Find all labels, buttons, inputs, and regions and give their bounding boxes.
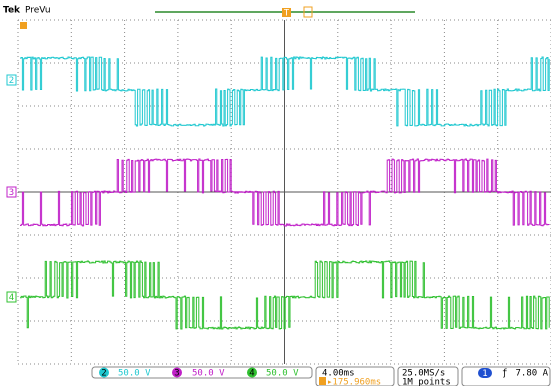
trigger-source: 1	[482, 369, 487, 379]
trigger-marker-label: T	[284, 9, 290, 19]
horizontal-position[interactable]: ▸175.960ms	[327, 378, 381, 386]
channel-scale: 50.0 V	[118, 369, 151, 379]
acquisition-mode: PreVu	[25, 6, 51, 16]
oscilloscope-screen: Tek PreVu T 2 3 4 2 50.0 V 3 50.0 V 4 50…	[0, 0, 551, 386]
channel-number: 4	[249, 369, 254, 379]
record-length: 1M points	[402, 378, 451, 386]
trigger-level[interactable]: 7.80 A	[515, 369, 548, 379]
channel-number: 3	[174, 369, 179, 379]
trigger-slope: ƒ	[502, 369, 507, 379]
position-icon	[319, 377, 326, 385]
trigger-level-marker	[20, 22, 27, 29]
channel-marker-label: 4	[9, 293, 14, 303]
channel-scale: 50.0 V	[266, 369, 299, 379]
channel-number: 2	[101, 369, 106, 379]
channel-marker-label: 3	[9, 188, 14, 198]
channel-scale: 50.0 V	[192, 369, 225, 379]
channel-marker-label: 2	[9, 76, 14, 86]
brand: Tek	[3, 6, 21, 16]
